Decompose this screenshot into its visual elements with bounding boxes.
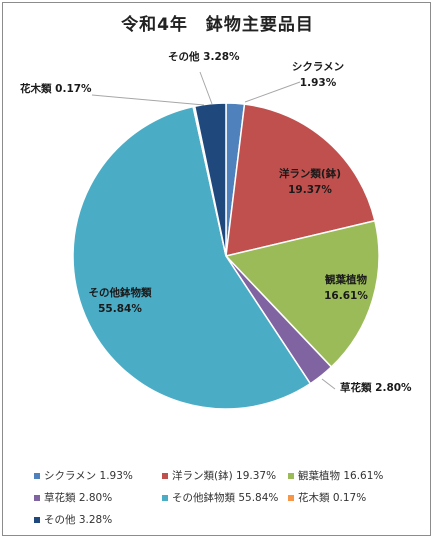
pie-slice-2 <box>224 219 380 368</box>
legend-label-6: その他 3.28% <box>44 514 113 526</box>
legend-swatch-5 <box>288 494 294 501</box>
legend-item-3: 草花類 2.80% <box>34 490 112 505</box>
legend-label-3: 草花類 2.80% <box>44 492 113 504</box>
pie-slice-1 <box>225 103 376 257</box>
legend-label-4: その他鉢物類 55.84% <box>172 492 279 504</box>
legend-label-5: 花木類 0.17% <box>298 492 367 504</box>
leader-line-3 <box>321 378 336 390</box>
legend-label-2: 観葉植物 16.61% <box>298 470 384 482</box>
data-label-2: 観葉植物 16.61% <box>324 273 368 302</box>
legend-swatch-2 <box>288 472 294 479</box>
legend-item-2: 観葉植物 16.61% <box>288 468 383 483</box>
legend-item-4: その他鉢物類 55.84% <box>162 490 278 505</box>
legend-item-5: 花木類 0.17% <box>288 490 366 505</box>
legend-swatch-6 <box>34 516 40 523</box>
leader-line-6 <box>199 71 213 105</box>
legend-label-0: シクラメン 1.93% <box>44 470 133 482</box>
legend-swatch-0 <box>34 472 40 479</box>
legend-swatch-3 <box>34 494 40 501</box>
legend-swatch-1 <box>162 472 168 479</box>
leader-line-5 <box>91 94 205 106</box>
legend-item-6: その他 3.28% <box>34 512 112 527</box>
data-label-6: その他 3.28% <box>168 50 240 63</box>
legend-item-1: 洋ラン類(鉢) 19.37% <box>162 468 276 483</box>
legend-item-0: シクラメン 1.93% <box>34 468 133 483</box>
leader-line-0 <box>244 81 301 103</box>
pie-slice-6 <box>193 102 227 257</box>
data-label-1: 洋ラン類(鉢) 19.37% <box>279 167 341 196</box>
pie-slice-4 <box>72 105 312 410</box>
chart-title: 令和4年 鉢物主要品目 <box>121 15 314 35</box>
data-label-0: シクラメン 1.93% <box>292 61 344 89</box>
data-label-5: 花木類 0.17% <box>20 82 92 95</box>
data-label-3: 草花類 2.80% <box>340 381 412 394</box>
data-label-4: その他鉢物類 55.84% <box>89 286 152 315</box>
legend-swatch-4 <box>162 494 168 501</box>
legend-label-1: 洋ラン類(鉢) 19.37% <box>172 470 277 482</box>
